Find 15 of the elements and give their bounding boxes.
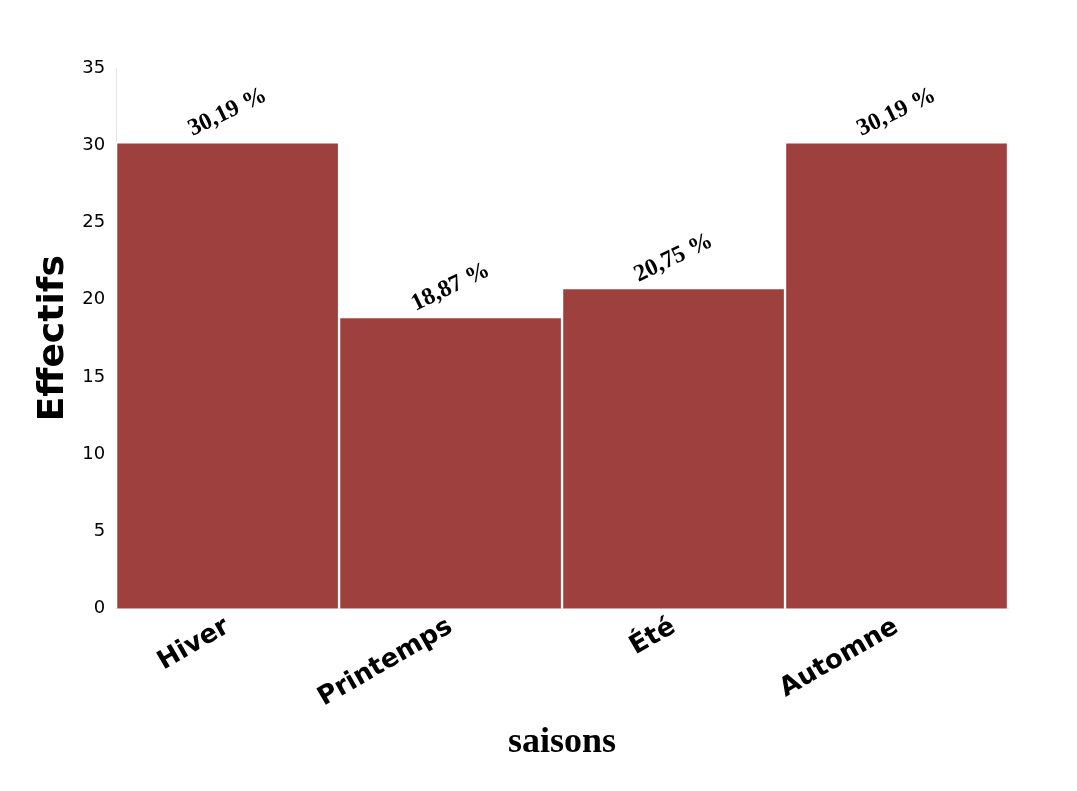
data-label: 30,19 % bbox=[852, 80, 940, 141]
data-label: 30,19 % bbox=[183, 80, 271, 141]
y-tick-label: 0 bbox=[93, 596, 106, 618]
y-tick-label: 20 bbox=[82, 287, 106, 309]
y-axis-title: Effectifs bbox=[29, 255, 71, 422]
data-label: 20,75 % bbox=[629, 226, 717, 287]
x-tick-label: Été bbox=[623, 609, 680, 660]
y-tick-label: 25 bbox=[82, 210, 106, 232]
y-tick-label: 30 bbox=[82, 132, 106, 154]
y-tick-label: 15 bbox=[82, 364, 106, 386]
y-tick-label: 35 bbox=[82, 55, 106, 77]
x-axis-title: saisons bbox=[508, 719, 617, 760]
y-tick-label: 5 bbox=[93, 518, 106, 540]
y-tick-label: 10 bbox=[82, 441, 106, 463]
data-label: 18,87 % bbox=[406, 255, 494, 316]
